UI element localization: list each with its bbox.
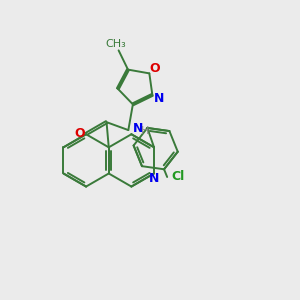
- Text: N: N: [133, 122, 143, 135]
- Text: H: H: [141, 126, 149, 136]
- Text: O: O: [149, 62, 160, 75]
- Text: CH₃: CH₃: [105, 39, 126, 49]
- Text: O: O: [75, 127, 85, 140]
- Text: N: N: [149, 172, 159, 185]
- Text: N: N: [154, 92, 164, 105]
- Text: Cl: Cl: [171, 170, 184, 184]
